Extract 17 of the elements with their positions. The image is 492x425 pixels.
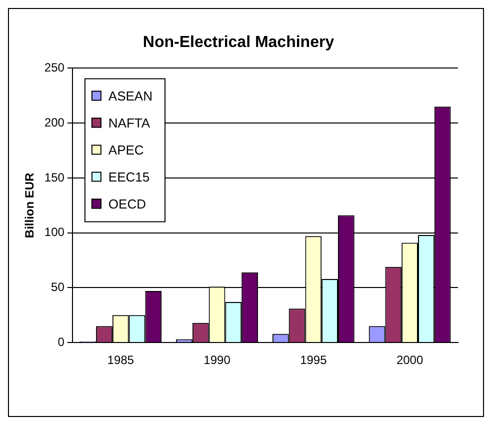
y-tick-label: 100 bbox=[44, 225, 65, 240]
y-tick-label: 200 bbox=[44, 115, 65, 130]
y-tick-label: 250 bbox=[44, 60, 65, 75]
chart-title: Non-Electrical Machinery bbox=[142, 34, 334, 52]
x-tick-label: 1995 bbox=[300, 353, 328, 368]
y-tick-label: 0 bbox=[58, 334, 65, 349]
y-axis-title: Billion EUR bbox=[22, 172, 37, 238]
legend-label: NAFTA bbox=[108, 115, 150, 130]
x-tick-label: 2000 bbox=[396, 353, 424, 368]
x-tick-label: 1990 bbox=[204, 353, 231, 368]
legend-label: APEC bbox=[108, 142, 144, 158]
legend-label: EEC15 bbox=[108, 169, 150, 184]
y-tick-label: 150 bbox=[44, 170, 65, 184]
legend-label: ASEAN bbox=[108, 88, 152, 104]
y-tick-label: 50 bbox=[51, 280, 65, 294]
x-tick-label: 1985 bbox=[107, 353, 134, 368]
legend-label: OECD bbox=[108, 196, 146, 212]
